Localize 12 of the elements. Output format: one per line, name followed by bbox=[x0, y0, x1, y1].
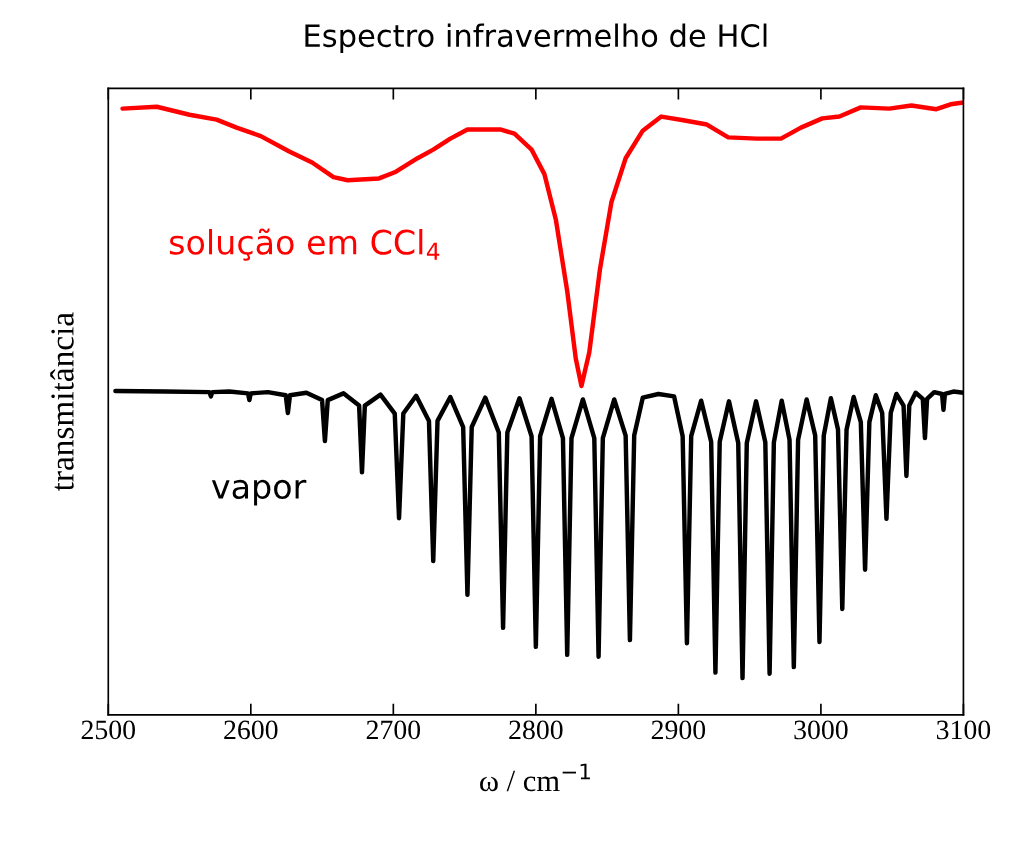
x-tick-label: 3100 bbox=[936, 720, 991, 740]
x-tick-label: 2600 bbox=[224, 720, 278, 740]
series-label: vapor bbox=[211, 479, 307, 506]
x-axis-title: ω / cm$^{−1}$ bbox=[480, 763, 590, 792]
x-tick-label: 2800 bbox=[509, 720, 563, 740]
x-tick-label: 3000 bbox=[794, 720, 848, 740]
text: solução em CCl$_{4}$ bbox=[169, 228, 440, 261]
chart-title: Espectro infravermelho de HCl bbox=[305, 23, 767, 54]
x-tick-label: 2700 bbox=[366, 720, 421, 740]
y-axis-title: transmitância bbox=[50, 312, 74, 492]
x-tick-label: 2500 bbox=[81, 720, 135, 740]
x-tick-label: 2900 bbox=[651, 720, 706, 740]
